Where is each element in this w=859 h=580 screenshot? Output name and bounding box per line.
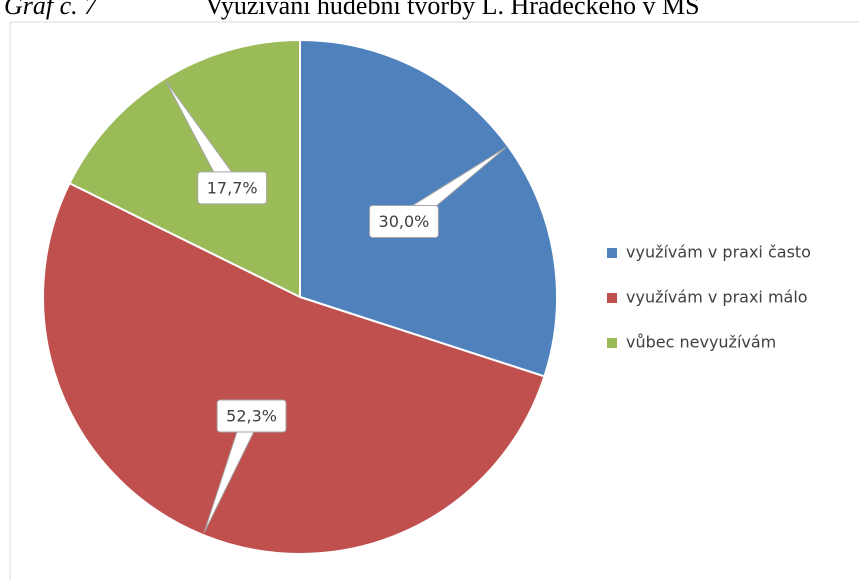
legend-swatch — [607, 293, 617, 303]
data-label-box — [369, 204, 439, 238]
pie-slice — [42, 181, 546, 555]
data-label-box — [197, 171, 268, 205]
legend-label: využívám v praxi často — [626, 243, 811, 262]
legend-label: využívám v praxi málo — [626, 288, 808, 307]
legend-label: vůbec nevyužívám — [626, 333, 776, 352]
data-label: 17,7% — [207, 178, 258, 197]
data-label-box — [216, 399, 287, 433]
legend-swatch — [607, 248, 617, 258]
data-label: 30,0% — [379, 212, 430, 231]
data-label: 52,3% — [226, 407, 277, 426]
chart-title: Využívání hudební tvorby L. Hradeckého v… — [205, 0, 700, 20]
chart-title-prefix: Graf č. 7 — [4, 0, 98, 20]
legend-swatch — [607, 338, 617, 348]
pie-slice — [68, 38, 301, 299]
